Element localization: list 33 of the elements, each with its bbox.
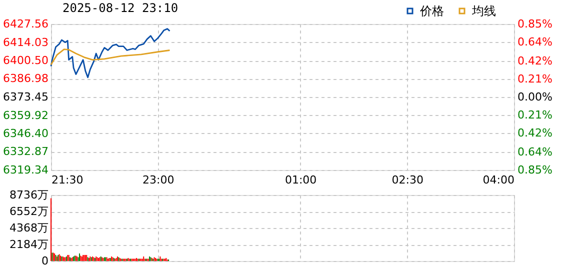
x-tick-label: 02:30: [392, 174, 424, 186]
y2-tick-label: 0.64%: [518, 36, 552, 49]
x-tick-label: 21:30: [52, 174, 84, 186]
y-tick-label: 2184万: [10, 238, 48, 251]
y-tick-label: 6373.45: [3, 90, 48, 104]
y2-tick-label: 0.21%: [518, 72, 552, 86]
y2-tick-label: 0.42%: [518, 54, 552, 68]
y-tick-label: 6414.03: [3, 36, 48, 49]
y2-tick-label: 0.85%: [518, 164, 552, 176]
y2-tick-label: 0.00%: [518, 90, 552, 104]
x-tick-label: 23:00: [142, 174, 174, 186]
y-tick-label: 6359.92: [3, 108, 48, 122]
y-tick-label: 6552万: [10, 205, 48, 218]
y-tick-label: 0: [42, 254, 48, 268]
y-tick-label: 6427.56: [3, 18, 48, 30]
legend-label: 价格: [419, 4, 444, 18]
y-tick-label: 6319.34: [3, 164, 48, 176]
y2-tick-label: 0.64%: [518, 145, 552, 158]
x-tick-label: 04:00: [482, 174, 514, 186]
y2-tick-label: 0.21%: [518, 108, 552, 122]
y2-tick-label: 0.85%: [518, 18, 552, 30]
y-tick-label: 8736万: [10, 188, 48, 202]
y-tick-label: 6386.98: [3, 72, 48, 86]
y-tick-label: 6400.50: [3, 54, 48, 68]
line-series: [50, 48, 170, 66]
chart-title: 2025-08-12 23:10: [62, 1, 178, 15]
y-tick-label: 6332.87: [3, 145, 48, 158]
y-tick-label: 4368万: [10, 222, 48, 234]
legend-label: 均线: [471, 4, 496, 18]
y2-tick-label: 0.42%: [518, 126, 552, 140]
line-series: [50, 28, 170, 78]
y-tick-label: 6346.40: [3, 126, 48, 140]
x-tick-label: 01:00: [284, 174, 317, 186]
